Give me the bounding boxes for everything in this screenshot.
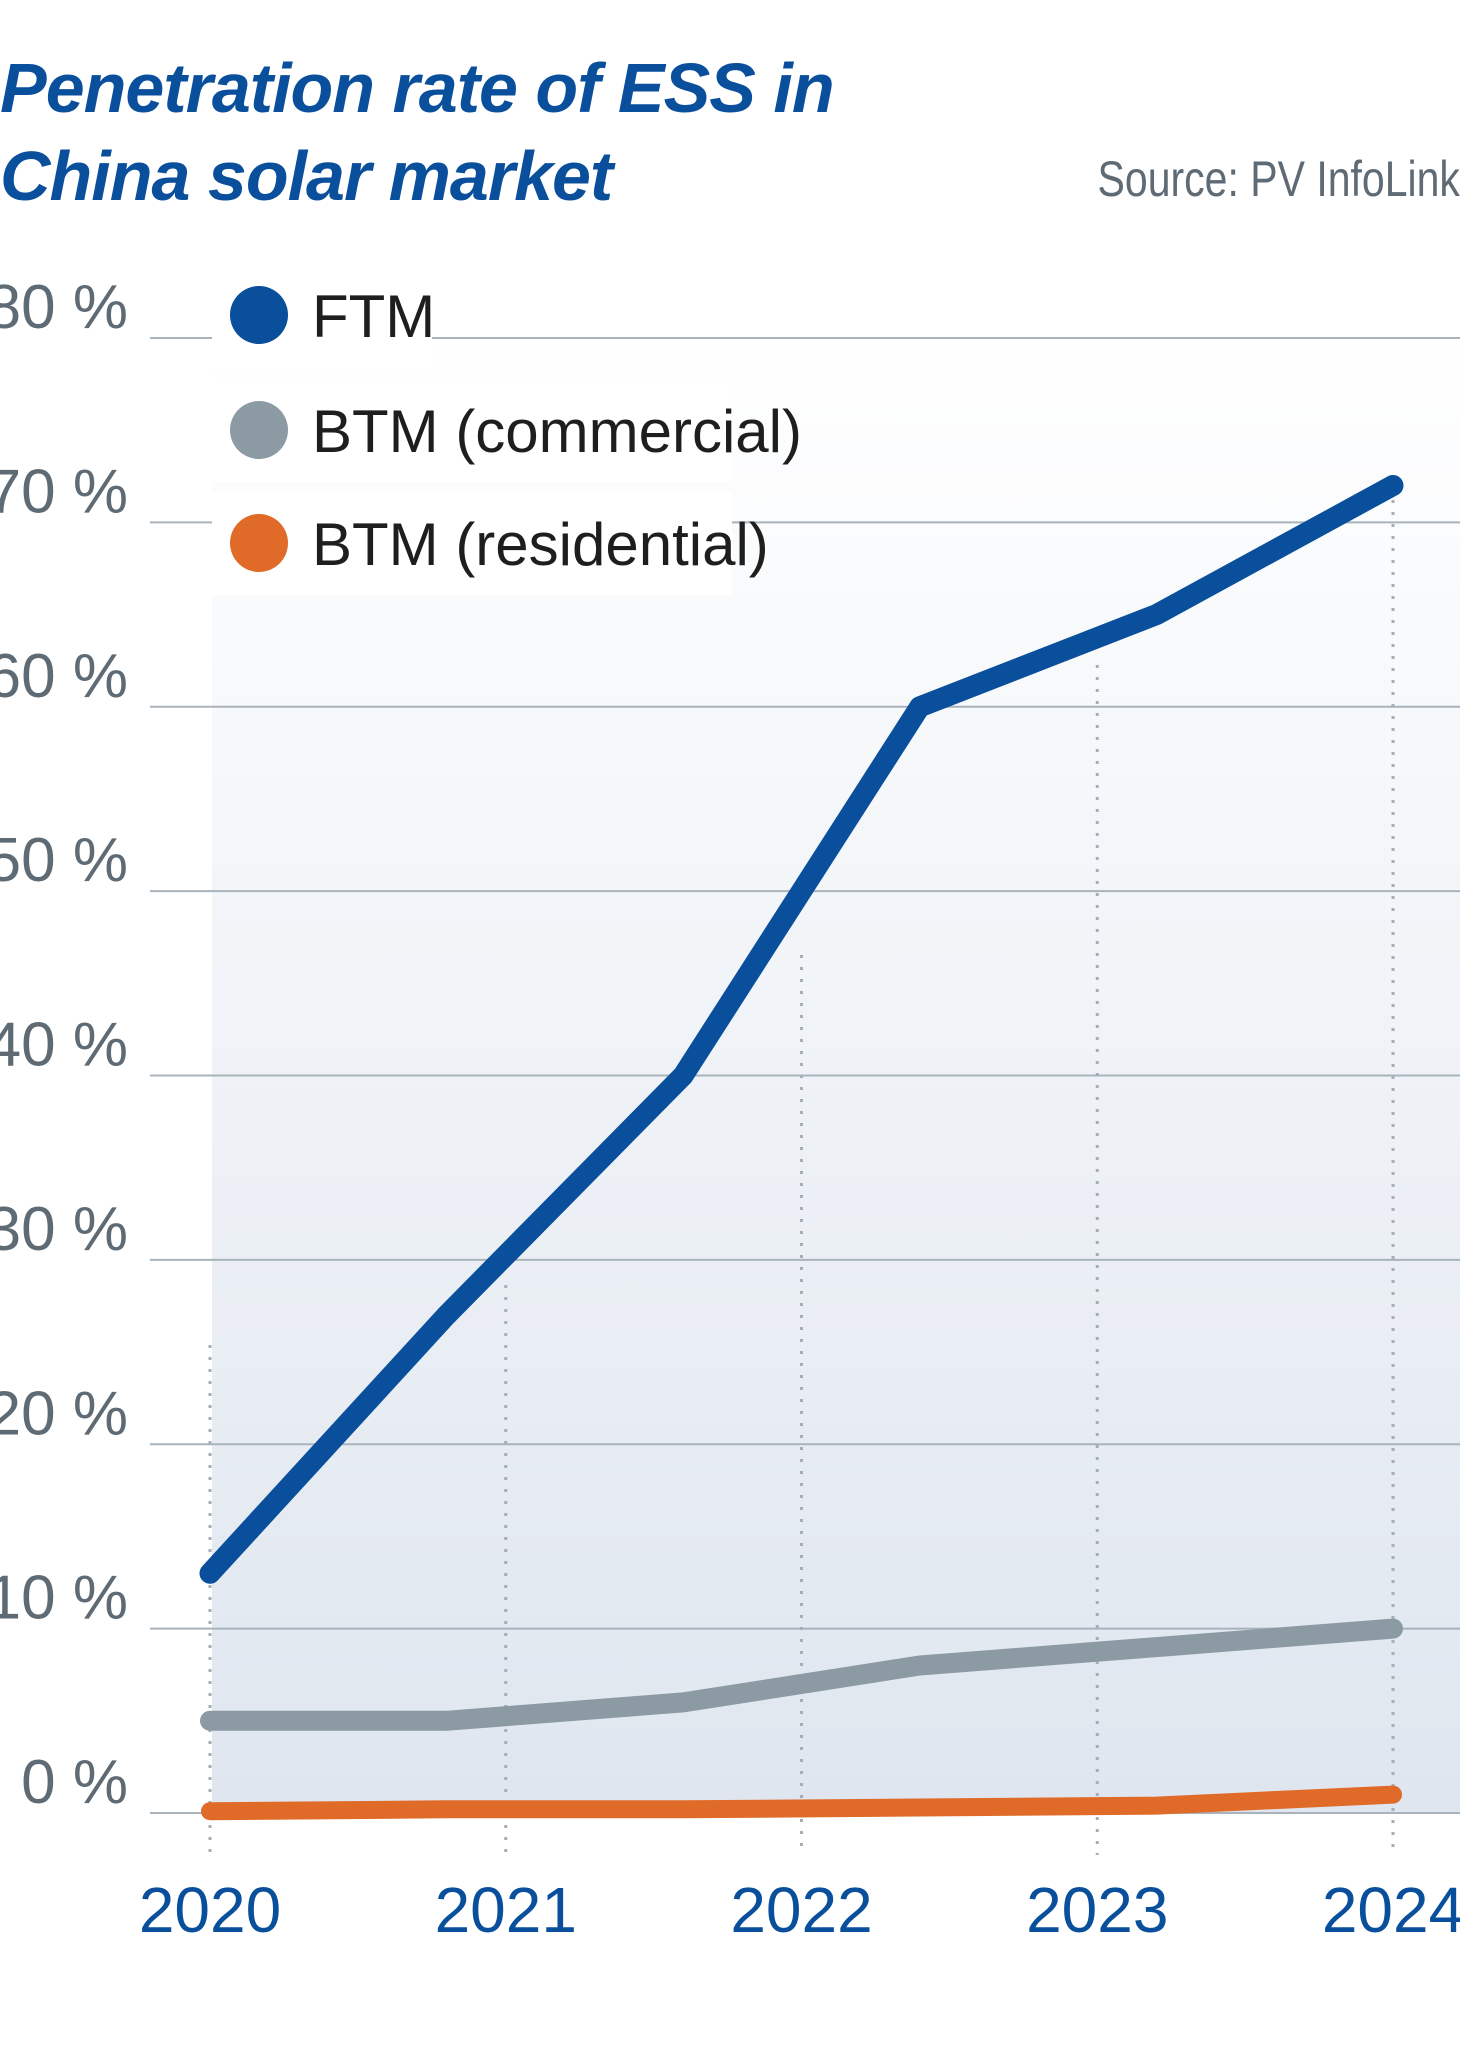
series-line-ftm [199, 475, 1404, 1584]
legend-backing [212, 378, 732, 482]
legend-marker [230, 514, 288, 572]
x-tick-label: 2020 [139, 1874, 281, 1946]
y-tick-label: 70 % [0, 457, 128, 526]
series-line-btm-commercial [200, 1618, 1403, 1731]
legend-marker [230, 401, 288, 459]
y-tick-label: 30 % [0, 1195, 128, 1264]
y-tick-label: 50 % [0, 826, 128, 895]
legend-label: BTM (commercial) [312, 398, 802, 465]
y-tick-label: 60 % [0, 642, 128, 711]
x-tick-label: 2021 [435, 1874, 577, 1946]
source-note: Source: PV InfoLink [1097, 151, 1460, 207]
chart-title: Penetration rate of ESS in China solar m… [0, 44, 1000, 220]
x-tick-label: 2022 [730, 1874, 872, 1946]
x-tick-label: 2023 [1026, 1874, 1168, 1946]
legend-label: FTM [312, 283, 435, 350]
y-tick-label: 10 % [0, 1564, 128, 1633]
title-line-2: China solar market [0, 137, 613, 215]
y-tick-label: 20 % [0, 1379, 128, 1448]
legend-marker [230, 286, 288, 344]
legend-backing [212, 491, 732, 595]
legend-label: BTM (residential) [312, 511, 769, 578]
series-line-btm-residential [201, 1785, 1402, 1821]
title-line-1: Penetration rate of ESS in [0, 49, 835, 127]
x-tick-label: 2024 [1322, 1874, 1460, 1946]
y-tick-label: 0 % [21, 1748, 128, 1817]
y-tick-label: 80 % [0, 273, 128, 342]
y-tick-label: 40 % [0, 1011, 128, 1080]
